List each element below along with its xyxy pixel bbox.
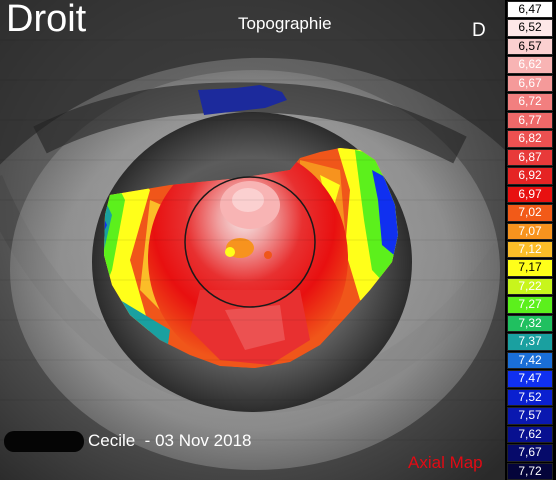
scale-cell: 6,82 [507, 130, 553, 148]
scale-cell: 6,57 [507, 37, 553, 56]
scale-cell: 6,97 [507, 185, 553, 204]
page-title: Topographie [238, 14, 332, 33]
scale-cell: 7,32 [507, 314, 553, 333]
eye-side-indicator: D [472, 20, 486, 41]
scale-cell: 7,47 [507, 370, 553, 388]
map-type-label: Axial Map [408, 453, 483, 472]
scale-cell: 7,07 [507, 222, 553, 240]
scale-cell: 6,67 [507, 74, 553, 93]
scale-cell: 7,52 [507, 388, 553, 407]
eye-photo-topography [0, 0, 505, 480]
scale-cell: 7,27 [507, 296, 553, 314]
eye-label: Droit [6, 0, 87, 40]
scale-cell: 7,42 [507, 351, 553, 370]
scale-cell: 6,72 [507, 93, 553, 111]
scale-cell: 6,87 [507, 148, 553, 167]
scale-cell: 7,22 [507, 277, 553, 296]
patient-date-label: Cecile - 03 Nov 2018 [88, 431, 252, 450]
scale-cell: 7,57 [507, 407, 553, 425]
scale-cell: 6,52 [507, 19, 553, 37]
scale-cell: 7,62 [507, 425, 553, 444]
scale-cell: 6,77 [507, 111, 553, 130]
scale-cell: 6,47 [507, 1, 553, 19]
reticle-circle [184, 176, 316, 308]
scale-cell: 7,67 [507, 444, 553, 462]
redacted-name-block [4, 431, 84, 452]
scale-cell: 7,17 [507, 259, 553, 277]
color-scale-legend: 6,47 6,52 6,57 6,62 6,67 6,72 6,77 6,82 6,87 6,92… [505, 0, 556, 480]
scale-cell: 6,92 [507, 167, 553, 185]
scale-cell: 7,37 [507, 333, 553, 351]
scale-cell: 7,12 [507, 241, 553, 259]
scale-cell: 6,62 [507, 56, 553, 74]
scale-cell: 7,72 [507, 462, 553, 480]
scale-cell: 7,02 [507, 204, 553, 222]
